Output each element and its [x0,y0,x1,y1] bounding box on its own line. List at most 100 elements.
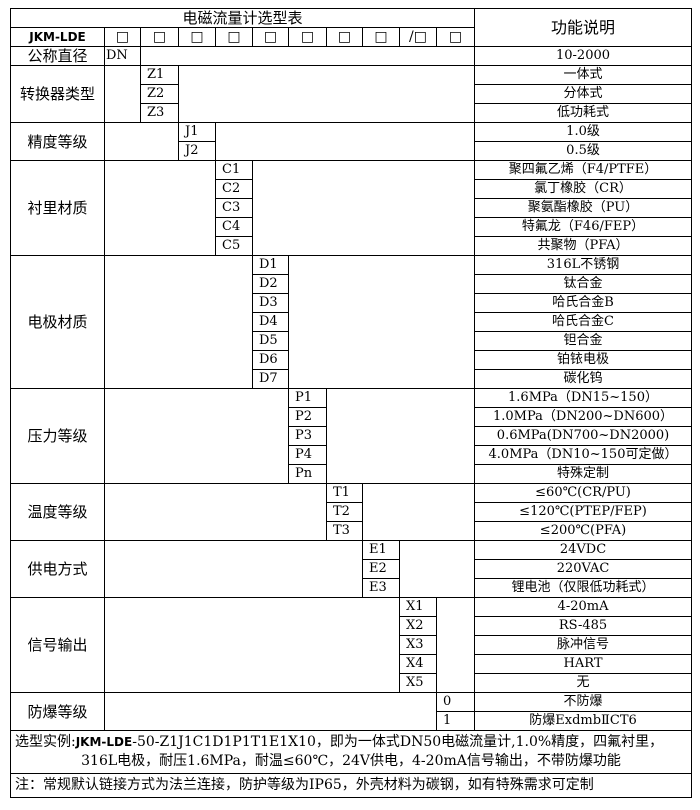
table-row: X2 RS-485 [11,616,693,636]
empty-cell [177,65,476,123]
function-header: 功能说明 [474,8,693,47]
empty-cell [104,692,437,731]
option-code: J2 [178,141,216,161]
option-description: 防爆ExdmbⅡCT6 [474,711,693,731]
option-code: E1 [362,540,400,560]
section-label: 供电方式 [10,540,105,598]
section-label: 转换器类型 [10,65,105,123]
table-row: X3 脉冲信号 [11,635,693,655]
nominal-diameter-label: 公称直径 [10,46,105,66]
option-description: 钽合金 [474,331,693,351]
code-box: □ [435,27,476,47]
option-description: 哈氏合金C [474,312,693,332]
option-description: 哈氏合金B [474,293,693,313]
example-label: 选型实例: [15,734,76,750]
empty-cell [435,597,476,693]
option-code: X3 [399,635,437,655]
empty-cell [104,388,289,484]
empty-cell [104,160,216,256]
selection-example: 选型实例:JKM-LDE-50-Z1J1C1D1P1T1E1X10，即为一体式D… [9,730,693,774]
section-label: 电极材质 [10,255,105,389]
empty-cell [104,255,253,389]
option-description: 低功耗式 [474,103,693,123]
option-description: 0.6MPa(DN700~DN2000) [474,426,693,446]
option-description: 0.5级 [474,141,693,161]
code-box: □ [288,27,327,47]
option-description: 特氟龙（F46/FEP） [474,217,693,237]
option-description: 4.0MPa（DN10~150可定做） [474,445,693,465]
option-description: ≤200℃(PFA) [474,521,693,541]
table-row: D5 钽合金 [11,331,693,351]
option-description: 共聚物（PFA） [474,236,693,256]
option-code: D4 [252,312,289,332]
option-code: C4 [215,217,253,237]
option-description: 碳化钨 [474,369,693,389]
option-description: 1.0MPa（DN200~DN600） [474,407,693,427]
option-description: 钛合金 [474,274,693,294]
code-box: □ [140,27,179,47]
option-code: C1 [215,160,253,180]
empty-cell [104,483,327,541]
option-code: D7 [252,369,289,389]
option-code: X1 [399,597,437,617]
model-prefix: JKM-LDE [10,27,105,47]
option-description: 316L不锈钢 [474,255,693,275]
empty-cell [398,540,476,598]
empty-cell [214,122,476,161]
option-description: 铂铱电极 [474,350,693,370]
footer-note: 注：常规默认链接方式为法兰连接，防护等级为IP65，外壳材料为碳钢，如有特殊需求… [9,773,693,798]
table-title: 电磁流量计选型表 [9,8,476,28]
option-description: 分体式 [474,84,693,104]
table-row: X4 HART [11,654,693,674]
table-row: X5 无 [11,673,693,693]
table-row: 温度等级 T1 ≤60℃(CR/PU) [10,483,693,541]
table-row: C3 聚氨酯橡胶（PU） [11,198,693,218]
option-code: 1 [435,711,476,731]
option-code: Pn [288,464,327,484]
table-row: 转换器类型 Z1 一体式 [10,65,693,123]
option-description: 聚四氟乙烯（F4/PTFE） [474,160,693,180]
option-description: ≤120℃(PTEP/FEP) [474,502,693,522]
nominal-diameter-code: DN [104,46,141,66]
table-row: 压力等级 P1 1.6MPa（DN15~150） [10,388,693,484]
example-line2: 316L电极，耐压1.6MPa，耐温≤60℃，24V供电，4-20mA信号输出，… [81,753,621,769]
section-label: 衬里材质 [10,160,105,256]
option-code: Z2 [140,84,179,104]
empty-cell [325,388,476,484]
option-description: HART [474,654,693,674]
section-label: 精度等级 [10,122,105,161]
section-label: 温度等级 [10,483,105,541]
section-label: 信号输出 [10,597,105,693]
option-description: ≤60℃(CR/PU) [474,483,693,503]
option-code: D5 [252,331,289,351]
option-description: 聚氨酯橡胶（PU） [474,198,693,218]
table-row: T2 ≤120℃(PTEP/FEP) [11,502,693,522]
table-row: D2 钛合金 [11,274,693,294]
code-box: □ [326,27,363,47]
option-code: C5 [215,236,253,256]
table-row: 衬里材质 C1 聚四氟乙烯（F4/PTFE） [10,160,693,256]
empty-cell [104,540,363,598]
empty-cell [104,122,179,161]
option-code: Z3 [140,103,179,123]
example-line1: -50-Z1J1C1D1P1T1E1X10，即为一体式DN50电磁流量计,1.0… [132,734,664,750]
option-code: X5 [399,673,437,693]
option-code: P3 [288,426,327,446]
code-box: □ [178,27,216,47]
option-code: X2 [399,616,437,636]
empty-cell [361,483,476,541]
option-description: 24VDC [474,540,693,560]
option-code: D3 [252,293,289,313]
option-code: E3 [362,578,400,598]
option-code: P1 [288,388,327,408]
option-description: 特殊定制 [474,464,693,484]
option-code: J1 [178,122,216,142]
code-box: /□ [399,27,437,47]
empty-cell [104,65,141,123]
option-description: 220VAC [474,559,693,579]
option-code: D1 [252,255,289,275]
option-code: P4 [288,445,327,465]
option-description: RS-485 [474,616,693,636]
table-row: 供电方式 E1 24VDC [10,540,693,598]
code-box: □ [362,27,400,47]
